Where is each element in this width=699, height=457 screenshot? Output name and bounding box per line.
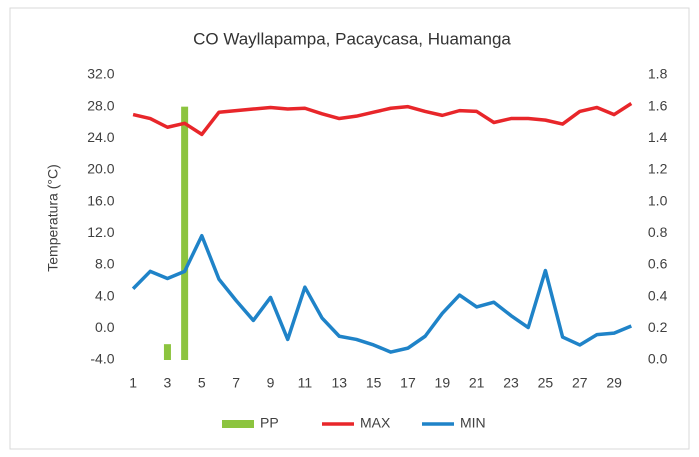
y2-tick-label: 1.0 (648, 192, 668, 208)
x-tick-label: 23 (503, 375, 519, 391)
x-tick-label: 25 (538, 375, 554, 391)
y-tick-label: -4.0 (90, 351, 114, 367)
y2-tick-label: 0.6 (648, 256, 668, 272)
y2-tick-label: 1.8 (648, 66, 668, 82)
x-tick-label: 27 (572, 375, 588, 391)
legend-label: MAX (360, 415, 391, 431)
x-tick-label: 15 (366, 375, 382, 391)
x-tick-label: 17 (400, 375, 416, 391)
line (131, 233, 632, 354)
x-tick-label: 19 (435, 375, 451, 391)
bar (181, 106, 189, 361)
y2-tick-label: 0.8 (648, 224, 668, 240)
y-tick-label: 28.0 (87, 97, 114, 113)
y-tick-label: 0.0 (95, 319, 115, 335)
y-axis-label: Temperatura (°C) (45, 164, 61, 272)
y2-tick-label: 1.2 (648, 161, 668, 177)
y2-tick-label: 0.4 (648, 287, 668, 303)
x-tick-label: 3 (164, 375, 172, 391)
y-tick-label: 24.0 (87, 129, 114, 145)
legend-label: MIN (460, 415, 486, 431)
y-tick-label: 32.0 (87, 66, 114, 82)
x-tick-label: 11 (298, 375, 313, 391)
y2-tick-label: 1.6 (648, 97, 668, 113)
chart-frame (9, 7, 690, 450)
x-tick-label: 21 (469, 375, 485, 391)
x-tick-label: 9 (267, 375, 275, 391)
chart-title: CO Wayllapampa, Pacaycasa, Huamanga (193, 29, 511, 48)
y-tick-label: 12.0 (87, 224, 114, 240)
y-tick-label: 4.0 (95, 287, 115, 303)
y-tick-label: 8.0 (95, 256, 115, 272)
y2-tick-label: 1.4 (648, 129, 668, 145)
legend-label: PP (260, 415, 279, 431)
y-tick-label: 20.0 (87, 161, 114, 177)
y-tick-label: 16.0 (87, 192, 114, 208)
x-tick-label: 13 (331, 375, 347, 391)
bar (163, 344, 171, 360)
x-tick-label: 7 (232, 375, 240, 391)
x-tick-label: 5 (198, 375, 206, 391)
y2-tick-label: 0.0 (648, 351, 668, 367)
x-tick-label: 1 (129, 375, 137, 391)
y2-tick-label: 0.2 (648, 319, 668, 335)
line (132, 102, 633, 137)
x-tick-label: 29 (606, 375, 622, 391)
